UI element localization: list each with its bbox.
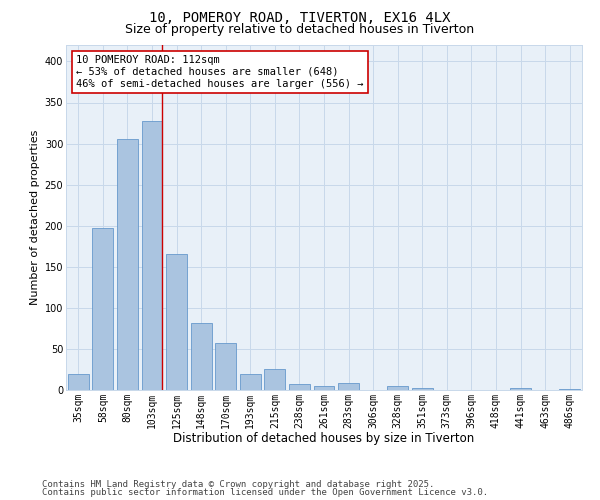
Bar (387, 386, 408, 390)
Bar (412, 388, 433, 390)
Text: 10, POMEROY ROAD, TIVERTON, EX16 4LX: 10, POMEROY ROAD, TIVERTON, EX16 4LX (149, 11, 451, 25)
Bar (142, 120, 163, 390)
Bar (191, 322, 212, 390)
Bar (289, 384, 310, 390)
X-axis label: Distribution of detached houses by size in Tiverton: Distribution of detached houses by size … (173, 432, 475, 445)
Bar (265, 370, 286, 390)
Y-axis label: Number of detached properties: Number of detached properties (31, 130, 40, 305)
Bar (215, 343, 236, 390)
Text: Contains HM Land Registry data © Crown copyright and database right 2025.: Contains HM Land Registry data © Crown c… (42, 480, 434, 489)
Bar (338, 384, 359, 390)
Text: Size of property relative to detached houses in Tiverton: Size of property relative to detached ho… (125, 22, 475, 36)
Bar (117, 140, 138, 390)
Text: Contains public sector information licensed under the Open Government Licence v3: Contains public sector information licen… (42, 488, 488, 497)
Bar (314, 386, 334, 390)
Bar (92, 228, 113, 390)
Bar (68, 374, 89, 390)
Bar (240, 374, 261, 390)
Text: 10 POMEROY ROAD: 112sqm
← 53% of detached houses are smaller (648)
46% of semi-d: 10 POMEROY ROAD: 112sqm ← 53% of detache… (76, 56, 364, 88)
Bar (166, 254, 187, 390)
Bar (559, 389, 580, 390)
Bar (510, 388, 531, 390)
